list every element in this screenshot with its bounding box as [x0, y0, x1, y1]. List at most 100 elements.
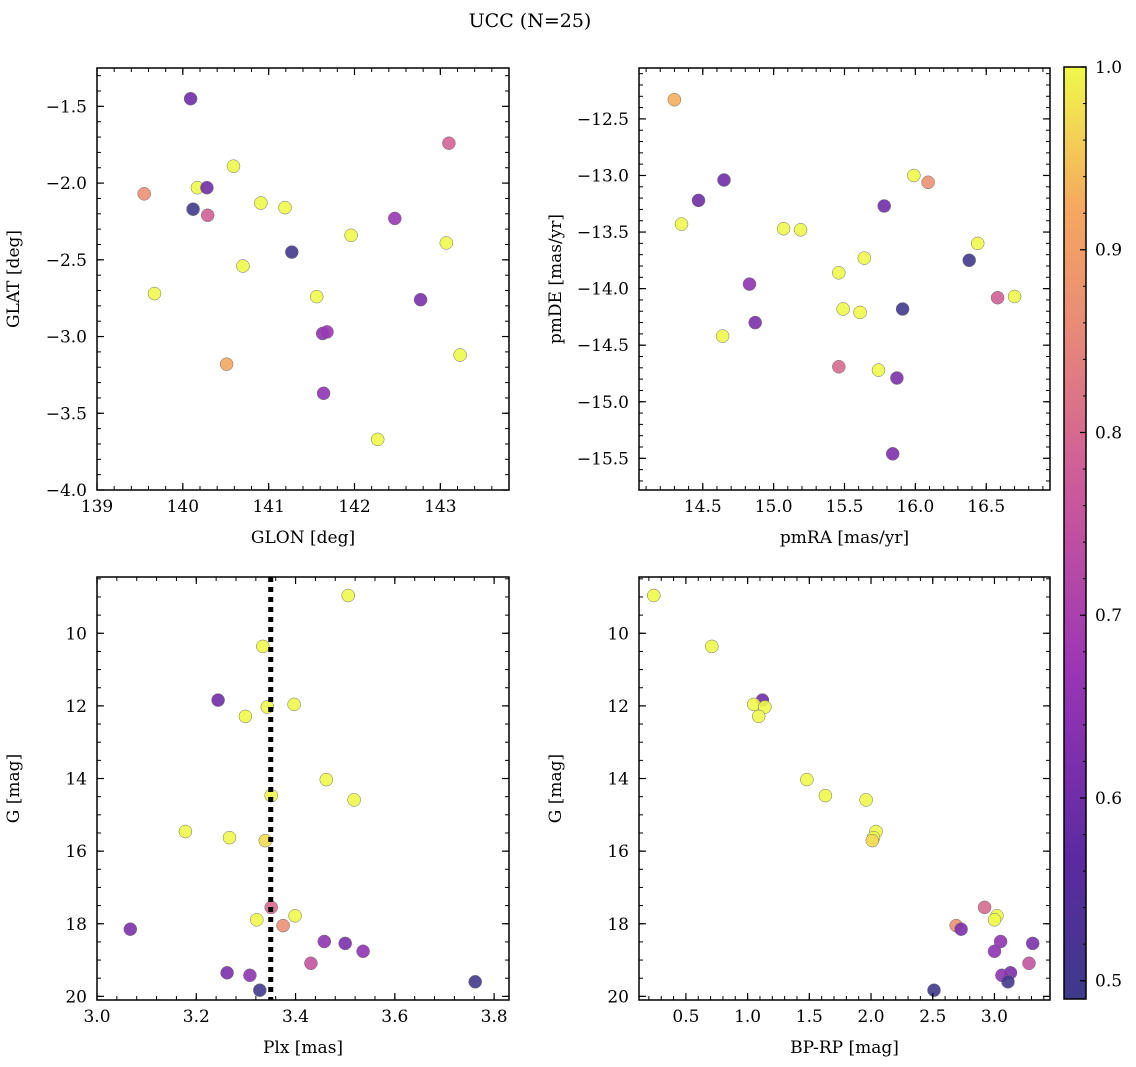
scatter-panel-2: 14.5 15.0 15.5 16.0 16.5 −15.5 −15.0 −14.5 −14.0… — [546, 67, 1051, 548]
data-point — [453, 348, 467, 362]
data-point — [309, 289, 324, 304]
y-tick-label: 12 — [65, 697, 87, 717]
data-point — [853, 305, 867, 320]
data-point — [468, 975, 482, 989]
data-point — [250, 913, 264, 927]
x-tick-label: 3.2 — [183, 1007, 210, 1027]
data-point — [319, 772, 334, 787]
data-point — [288, 909, 302, 923]
data-point — [316, 386, 331, 401]
y-tick-label: −3.5 — [46, 404, 87, 424]
data-point — [818, 788, 833, 803]
data-point — [742, 277, 757, 291]
data-point — [895, 302, 910, 316]
data-point — [186, 202, 200, 216]
data-point — [890, 371, 904, 385]
data-point — [717, 173, 731, 187]
y-tick-label: 18 — [65, 915, 87, 935]
y-tick-label: 10 — [65, 624, 87, 644]
y-tick-label: 18 — [607, 915, 629, 935]
x-tick-label: 0.5 — [672, 1007, 699, 1027]
data-point — [705, 639, 719, 654]
y-tick-label: 16 — [65, 842, 87, 862]
data-point — [287, 697, 301, 712]
y-tick-label: 20 — [65, 987, 87, 1007]
data-point — [1025, 936, 1040, 951]
data-point — [211, 693, 225, 707]
x-tick-label: 15.5 — [826, 497, 864, 517]
y-tick-label: −2.5 — [46, 251, 87, 271]
y-tick-label: 16 — [607, 842, 629, 862]
data-point — [304, 956, 318, 971]
y-tick-label: −3.0 — [46, 328, 87, 348]
scatter-panel-4: 0.5 1.0 1.5 2.0 2.5 3.0 10 12 14 16 18 20 BP-RP [mag… — [546, 576, 1051, 1058]
data-point — [137, 187, 151, 201]
x-axis-label: pmRA [mas/yr] — [780, 528, 909, 548]
y-tick-label: −15.5 — [577, 449, 629, 469]
y-tick-label: 20 — [607, 987, 629, 1007]
data-point — [667, 92, 682, 107]
data-point — [254, 196, 268, 210]
data-point — [987, 913, 1002, 927]
data-point — [256, 639, 270, 654]
x-tick-label: 140 — [167, 497, 199, 517]
y-tick-label: −4.0 — [46, 481, 87, 501]
data-point — [990, 290, 1005, 305]
colorbar-tick-label: 0.8 — [1095, 423, 1122, 443]
data-point — [226, 159, 241, 173]
scatter-panel-3: 3.0 3.2 3.4 3.6 3.8 10 12 14 16 18 20 Plx [mas] G [m… — [4, 576, 510, 1058]
data-point — [793, 223, 808, 237]
data-point — [370, 432, 385, 447]
data-point — [800, 772, 814, 787]
data-point — [200, 180, 214, 195]
y-tick-label: −15.0 — [577, 393, 629, 413]
data-point — [347, 793, 361, 807]
data-point — [338, 936, 352, 951]
x-tick-label: 16.0 — [896, 497, 934, 517]
data-point — [1001, 975, 1015, 989]
x-axis-label: GLON [deg] — [251, 528, 355, 548]
data-point — [927, 983, 941, 997]
data-point — [751, 709, 766, 724]
axes-frame — [96, 67, 510, 491]
data-point — [200, 208, 215, 223]
y-tick-label: −12.5 — [577, 110, 629, 130]
data-point — [987, 944, 1002, 959]
data-point — [341, 588, 355, 603]
data-point — [907, 168, 921, 183]
x-tick-label: 1.0 — [734, 1007, 761, 1027]
data-point — [776, 221, 791, 236]
data-point — [320, 325, 334, 339]
axes-frame — [96, 576, 510, 1001]
data-point — [877, 199, 891, 213]
data-point — [413, 292, 428, 307]
colorbar-tick-label: 0.6 — [1095, 789, 1122, 809]
data-point — [1007, 289, 1022, 304]
x-tick-label: 2.0 — [858, 1007, 885, 1027]
data-point — [238, 709, 253, 724]
data-point — [285, 245, 299, 259]
data-point — [243, 968, 257, 983]
x-tick-label: 3.0 — [83, 1007, 110, 1027]
y-tick-label: −14.5 — [577, 336, 629, 356]
x-tick-label: 139 — [81, 497, 113, 517]
y-axis-label: GLAT [deg] — [4, 230, 24, 328]
data-point — [748, 315, 762, 330]
data-point — [442, 136, 456, 150]
data-point — [747, 697, 761, 712]
y-tick-label: −13.5 — [577, 223, 629, 243]
scatter-panel-1: 139 140 141 142 143 −4.0 −3.5 −3.0 −2.5 −2.0 −1.5 G… — [4, 67, 510, 548]
x-tick-label: 14.5 — [684, 497, 722, 517]
x-tick-label: 15.0 — [755, 497, 793, 517]
data-point — [962, 253, 976, 268]
x-tick-label: 1.5 — [796, 1007, 823, 1027]
y-tick-label: −1.5 — [46, 97, 87, 117]
data-point — [993, 934, 1008, 949]
data-point — [691, 193, 706, 208]
x-tick-label: 3.4 — [282, 1007, 309, 1027]
colorbar-tick-label: 0.7 — [1095, 606, 1122, 626]
colorbar-tick-label: 0.9 — [1095, 241, 1122, 261]
y-axis-label: G [mag] — [546, 754, 566, 823]
y-tick-label: −14.0 — [577, 280, 629, 300]
axes-frame — [638, 67, 1051, 491]
